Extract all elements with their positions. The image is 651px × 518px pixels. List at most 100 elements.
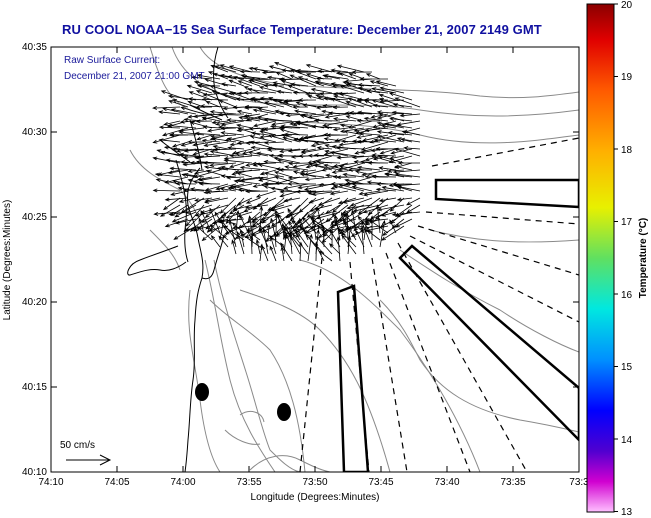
current-vector <box>354 170 381 178</box>
current-vector <box>280 242 293 262</box>
current-vector <box>332 162 357 168</box>
colorbar-tick-label: 17 <box>621 217 633 228</box>
current-vector <box>351 70 373 75</box>
current-vector <box>304 176 333 182</box>
current-vector <box>271 204 293 212</box>
current-vector <box>379 219 386 248</box>
current-vector <box>219 211 227 241</box>
current-vector <box>347 235 352 255</box>
current-vector <box>259 130 277 136</box>
current-vector <box>360 227 365 255</box>
current-vector <box>376 130 405 136</box>
current-vector <box>366 229 381 241</box>
current-vector <box>239 214 253 241</box>
current-vector <box>202 161 229 165</box>
current-vector <box>322 104 341 108</box>
current-vector <box>248 126 269 131</box>
current-vector <box>219 187 237 192</box>
current-vector <box>314 241 319 262</box>
current-vector <box>223 158 253 164</box>
current-vector <box>334 134 357 142</box>
current-vector <box>250 145 269 150</box>
current-vector <box>406 197 421 206</box>
current-vector <box>343 130 365 136</box>
current-vector <box>379 99 405 104</box>
current-vector <box>389 117 413 122</box>
current-vector <box>244 105 269 110</box>
current-vector <box>198 176 221 182</box>
current-vector <box>332 117 357 122</box>
current-vector <box>198 181 221 186</box>
current-vector <box>196 226 213 241</box>
current-vector <box>263 83 285 88</box>
current-vector <box>174 204 197 218</box>
current-vector <box>235 209 240 234</box>
current-vector <box>305 91 325 96</box>
current-vector <box>389 197 405 212</box>
current-vector <box>280 124 309 129</box>
current-vector <box>342 217 357 241</box>
current-vector <box>379 86 405 94</box>
current-vector <box>255 190 277 198</box>
current-vector <box>211 137 237 143</box>
current-vector <box>287 148 309 153</box>
colorbar-tick-label: 13 <box>621 507 633 518</box>
current-vector <box>342 172 365 178</box>
current-vector <box>315 245 325 262</box>
current-vector <box>220 82 237 87</box>
current-vector <box>249 78 277 87</box>
current-vector <box>171 211 197 223</box>
current-vector <box>315 76 333 81</box>
current-vector <box>396 185 421 192</box>
current-vector <box>370 215 374 241</box>
current-vector <box>351 185 373 192</box>
current-vector <box>222 225 245 241</box>
current-vector <box>373 138 397 143</box>
current-vector <box>379 148 397 155</box>
colorbar <box>586 3 615 513</box>
current-vector <box>283 232 288 255</box>
current-vector <box>201 116 221 122</box>
current-vector <box>218 99 237 108</box>
current-vector <box>378 166 397 171</box>
annotation-line-2: December 21, 2007 21:00 GMT <box>64 71 205 82</box>
current-vector <box>202 125 221 129</box>
current-vector <box>153 211 181 216</box>
current-vector <box>339 85 365 94</box>
current-vector <box>197 84 221 94</box>
current-vector <box>228 219 237 248</box>
current-vector <box>194 211 213 217</box>
current-vector <box>357 83 381 87</box>
current-vector <box>364 155 381 162</box>
current-vector <box>289 74 317 87</box>
current-vector <box>340 211 349 234</box>
current-vector <box>175 181 197 186</box>
current-vector <box>187 169 205 173</box>
current-vector <box>392 103 413 108</box>
current-vector <box>392 169 421 174</box>
current-vector <box>240 233 261 248</box>
current-vector <box>225 211 245 219</box>
current-vector <box>187 139 205 144</box>
current-vector <box>290 82 309 87</box>
current-vector <box>196 73 221 80</box>
current-vector <box>236 141 261 145</box>
current-vector <box>260 211 285 221</box>
current-vector <box>228 65 253 73</box>
current-vector <box>292 105 309 109</box>
current-vector <box>168 100 189 108</box>
current-vector <box>211 120 229 125</box>
current-vector <box>351 155 373 160</box>
current-vector <box>391 218 405 229</box>
current-vector <box>245 189 269 194</box>
current-vector <box>236 123 253 129</box>
current-vector <box>209 224 229 241</box>
current-vector <box>185 204 213 214</box>
current-vector <box>160 150 189 157</box>
current-vector <box>220 131 245 136</box>
current-vector <box>323 163 349 171</box>
current-vector <box>389 155 405 160</box>
current-vector <box>186 84 213 94</box>
current-vector <box>345 100 365 108</box>
current-vector <box>341 234 357 255</box>
